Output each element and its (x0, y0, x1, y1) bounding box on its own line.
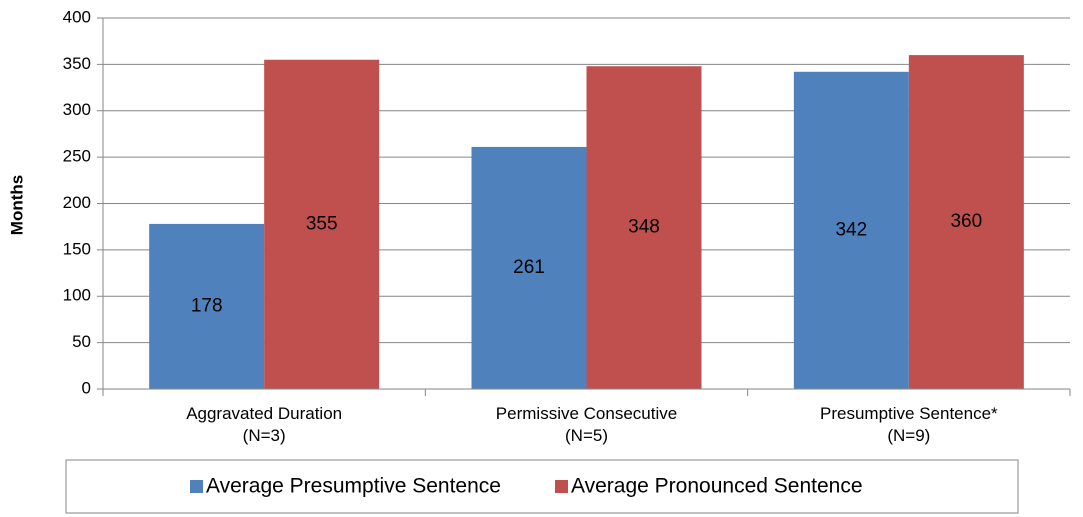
y-tick-label: 150 (63, 239, 91, 258)
legend-label: Average Presumptive Sentence (206, 475, 501, 498)
data-label: 348 (628, 217, 660, 238)
x-tick-label: Aggravated Duration (N=3) (186, 404, 342, 445)
y-tick-label: 100 (63, 286, 91, 305)
bar (586, 66, 702, 389)
data-label: 342 (835, 219, 867, 240)
data-label: 360 (950, 211, 982, 232)
x-tick-label-line: (N=3) (243, 426, 286, 445)
x-tick-label-line: (N=5) (565, 426, 608, 445)
data-label: 355 (306, 213, 338, 234)
legend-swatch (190, 480, 203, 493)
legend-box (65, 459, 1019, 514)
data-label: 261 (513, 257, 545, 278)
bar (149, 223, 265, 389)
bar (908, 55, 1024, 389)
bar (264, 59, 380, 390)
x-tick-label-line: (N=9) (887, 426, 930, 445)
y-tick-label: 350 (63, 54, 91, 73)
x-tick-label: Permissive Consecutive (N=5) (496, 404, 677, 445)
x-tick-label: Presumptive Sentence* (N=9) (820, 404, 998, 445)
data-label: 178 (191, 295, 223, 316)
y-tick-label: 250 (63, 147, 91, 166)
y-tick-label: 400 (63, 7, 91, 26)
y-tick-label: 0 (82, 378, 91, 397)
x-tick-label-line: Presumptive Sentence* (820, 404, 998, 423)
bar (793, 71, 909, 390)
x-tick-label-line: Permissive Consecutive (496, 404, 677, 423)
y-axis-label: Months (7, 175, 26, 235)
y-tick-label: 300 (63, 100, 91, 119)
x-tick-label-line: Aggravated Duration (186, 404, 342, 423)
y-tick-label: 200 (63, 193, 91, 212)
bar (471, 146, 587, 389)
legend-swatch (555, 480, 568, 493)
legend-label: Average Pronounced Sentence (571, 475, 863, 498)
y-tick-label: 50 (72, 332, 91, 351)
